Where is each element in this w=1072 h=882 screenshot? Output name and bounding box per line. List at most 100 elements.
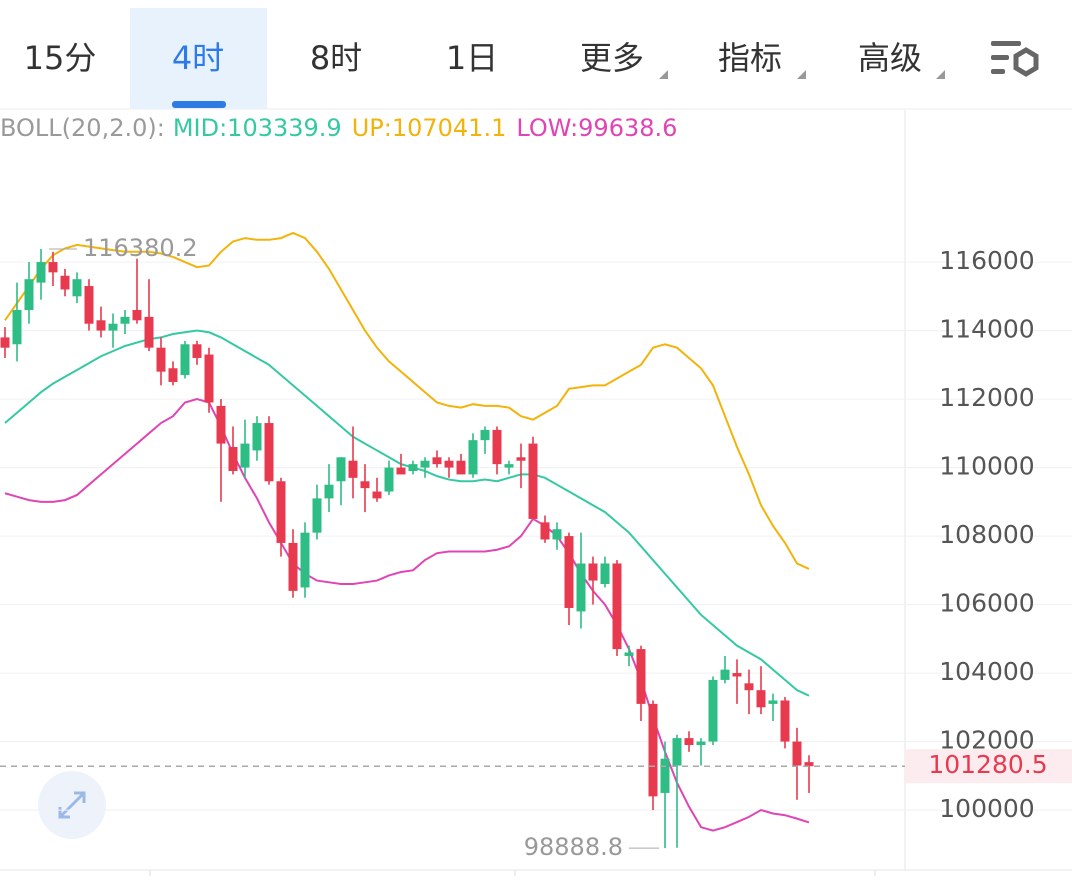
candle-body — [696, 741, 706, 745]
candle-body — [708, 679, 718, 742]
candle-body — [480, 429, 490, 441]
candle-body — [96, 320, 106, 331]
last-price-label: 101280.5 — [928, 750, 1047, 779]
candle-body — [24, 279, 34, 311]
candle-body — [348, 460, 358, 478]
tab[interactable]: 15分 — [24, 39, 97, 77]
candle-body — [72, 279, 82, 297]
candle-body — [588, 563, 598, 581]
tab[interactable]: 8时 — [310, 39, 362, 77]
candle-body — [432, 457, 442, 465]
y-tick-label: 100000 — [939, 794, 1034, 823]
candle-body — [732, 673, 742, 677]
candle-body — [108, 323, 118, 331]
candle-body — [336, 457, 346, 482]
tab[interactable]: 4时 — [172, 39, 224, 77]
icon-bar — [991, 69, 1005, 74]
candle-body — [228, 447, 238, 471]
dropdown-mark — [659, 70, 668, 79]
legend-entry: UP:107041.1 — [352, 114, 507, 142]
candle-body — [564, 536, 574, 608]
candle-body — [156, 347, 166, 372]
boll-line — [4, 398, 810, 832]
candle-body — [660, 758, 670, 793]
y-tick-label: 108000 — [939, 520, 1034, 549]
y-tick-label: 116000 — [939, 246, 1034, 275]
candle-body — [492, 429, 502, 465]
boll-line — [4, 231, 810, 570]
dropdown-mark — [797, 70, 806, 79]
candle-body — [444, 460, 454, 468]
candle-body — [204, 354, 214, 403]
candle-body — [636, 649, 646, 704]
candle-body — [192, 344, 202, 358]
candle-body — [396, 467, 406, 475]
candle-body — [504, 464, 514, 468]
tab[interactable]: 1日 — [446, 39, 498, 77]
dropdown-marks — [659, 70, 945, 79]
active-tab-indicator — [172, 101, 226, 108]
candle-body — [720, 669, 730, 680]
legend-entry: MID:103339.9 — [173, 114, 342, 142]
indicator-name: BOLL(20,2.0): — [0, 114, 165, 142]
max-label: 116380.2 — [83, 234, 198, 262]
candle-body — [528, 443, 538, 519]
icon-hex — [1013, 47, 1039, 77]
candle-body — [408, 464, 418, 471]
candle-body — [468, 440, 478, 475]
settings-icon[interactable] — [991, 41, 1039, 77]
candle-body — [120, 316, 130, 324]
candle-body — [384, 467, 394, 492]
candle-body — [624, 652, 634, 656]
candle-body — [672, 738, 682, 766]
candle-body — [540, 522, 550, 540]
candle-body — [684, 738, 694, 745]
expand-button[interactable] — [38, 771, 106, 839]
candle-body — [240, 443, 250, 468]
candle-body — [324, 484, 334, 499]
active-tab-bg — [130, 8, 267, 109]
candle-body — [168, 368, 178, 382]
dropdown-mark — [936, 70, 945, 79]
candle-body — [360, 481, 370, 489]
last-price-tag — [905, 749, 1072, 784]
y-tick-label: 104000 — [939, 657, 1034, 686]
min-label: 98888.8 — [524, 833, 623, 861]
candle-body — [768, 700, 778, 704]
candle-body — [456, 460, 466, 475]
candle-body — [516, 457, 526, 461]
candle-body — [48, 262, 58, 273]
candle-body — [276, 481, 286, 543]
y-tick-label: 110000 — [939, 452, 1034, 481]
candle-body — [36, 262, 46, 283]
candle-body — [612, 563, 622, 650]
legend-entry: LOW:99638.6 — [516, 114, 677, 142]
candle-body — [804, 762, 814, 767]
candle-body — [600, 563, 610, 585]
tab[interactable]: 高级 — [858, 39, 922, 77]
candle-body — [0, 337, 10, 348]
candle-body — [252, 423, 262, 451]
candle-body — [576, 563, 586, 612]
icon-bar — [991, 55, 1009, 60]
candle-body — [132, 310, 142, 321]
candle-body — [312, 498, 322, 533]
candle-body — [420, 460, 430, 468]
candle-body — [552, 529, 562, 540]
y-tick-label: 112000 — [939, 383, 1034, 412]
boll-line — [4, 329, 810, 697]
tab[interactable]: 指标 — [718, 39, 782, 77]
candle-body — [264, 423, 274, 482]
candle-body — [180, 344, 190, 376]
candle-body — [144, 316, 154, 348]
tab[interactable]: 更多 — [580, 39, 644, 77]
candle-body — [84, 286, 94, 324]
y-tick-label: 114000 — [939, 315, 1034, 344]
candle-body — [744, 683, 754, 691]
candle-body — [288, 542, 298, 591]
candle-body — [12, 310, 22, 345]
y-tick-label: 106000 — [939, 589, 1034, 618]
